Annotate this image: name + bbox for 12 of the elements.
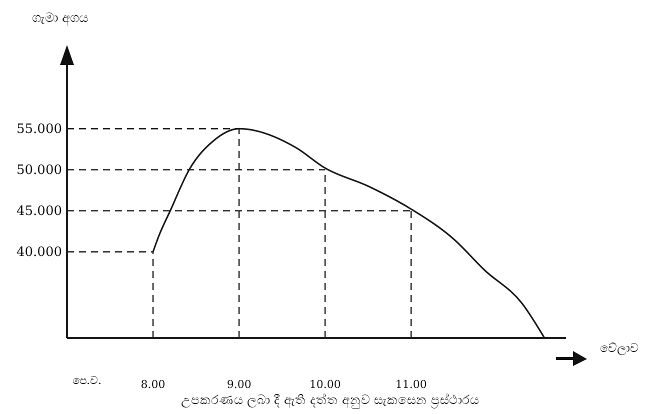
x-axis-title: වේලාව (600, 341, 639, 356)
y-tick-label: 55.000 (16, 122, 62, 137)
y-tick-label: 50.000 (16, 162, 62, 178)
y-axis-title: ගැමා අගය (32, 11, 88, 26)
text: පෙ.ව. (72, 374, 102, 387)
y-tick-label: 40.000 (16, 244, 62, 260)
y-tick-label: 45.000 (16, 204, 62, 219)
x-tick-label: 8.00 (140, 378, 166, 391)
x-tick-label: 10.00 (309, 378, 341, 391)
x-tick-label: 11.00 (395, 378, 427, 391)
x-tick-label: 9.00 (226, 378, 252, 391)
text: උපකරණය ලබා දී ඇති දත්ත අනුව සැකසෙන ප්‍රස්ථාරය (181, 392, 479, 408)
